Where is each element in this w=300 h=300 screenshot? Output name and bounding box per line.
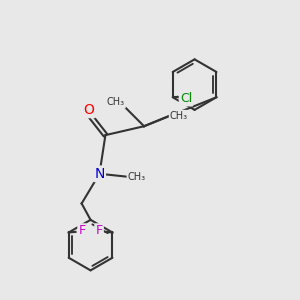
Text: N: N xyxy=(94,167,105,181)
Text: CH₃: CH₃ xyxy=(107,98,125,107)
Text: Cl: Cl xyxy=(180,92,192,105)
Text: CH₃: CH₃ xyxy=(128,172,146,182)
Text: CH₃: CH₃ xyxy=(170,111,188,121)
Text: O: O xyxy=(84,103,94,117)
Text: F: F xyxy=(95,224,103,238)
Text: F: F xyxy=(79,224,86,238)
